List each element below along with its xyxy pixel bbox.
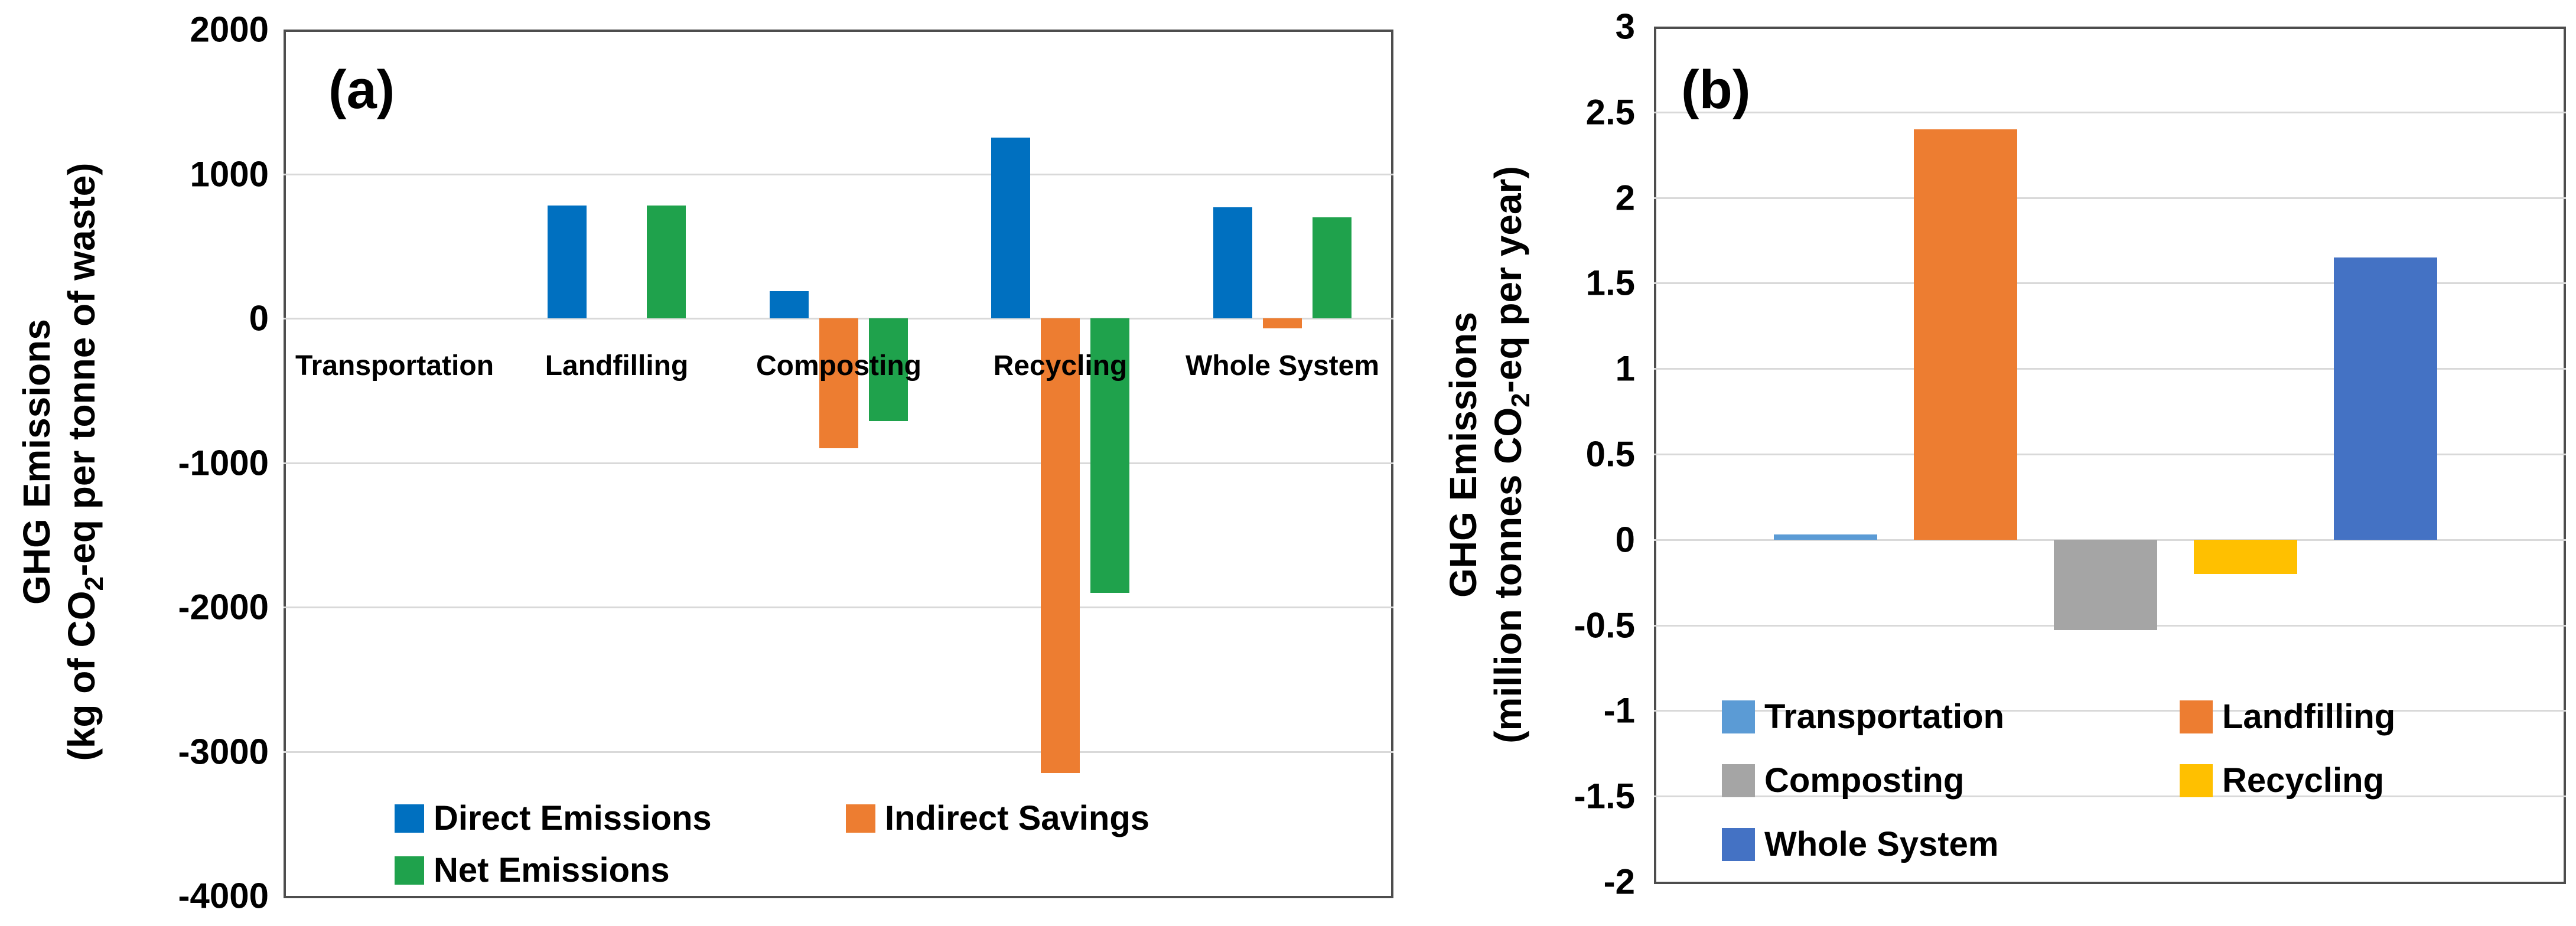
bar-direct-emissions-whole-system	[1213, 207, 1252, 318]
bar-recycling	[2194, 540, 2297, 574]
gridline-1000	[284, 174, 1393, 175]
y-tick-label-1000: 1000	[190, 154, 269, 194]
bar-direct-emissions-recycling	[991, 138, 1030, 318]
y-tick-label--0.5: -0.5	[1574, 605, 1635, 645]
y-tick-label-0.5: 0.5	[1585, 434, 1635, 474]
y-tick-label--4000: -4000	[178, 876, 269, 916]
y-tick-label--2000: -2000	[178, 587, 269, 627]
y-tick-label-0: 0	[249, 298, 269, 338]
gridline--3000	[284, 751, 1393, 753]
legend-item-composting: Composting	[1722, 761, 1964, 800]
y-axis-title-b-line2: (million tonnes CO2-eq per year)	[1486, 166, 1535, 744]
bar-composting	[2054, 540, 2157, 630]
legend-label-indirect-savings: Indirect Savings	[885, 799, 1150, 837]
legend-swatch-whole-system	[1722, 827, 1755, 861]
legend-item-net-emissions: Net Emissions	[395, 850, 670, 890]
bar-direct-emissions-landfilling	[548, 206, 587, 318]
gridline-2.5	[1654, 112, 2566, 113]
gridline--2000	[284, 607, 1393, 608]
bar-landfilling	[1914, 129, 2017, 540]
y-tick-label-2.5: 2.5	[1585, 92, 1635, 132]
y-tick-label-2: 2	[1615, 178, 1635, 218]
y-axis-title-a-line1: GHG Emissions	[15, 319, 58, 605]
bar-transportation	[1774, 534, 1877, 540]
y-tick-label-1.5: 1.5	[1585, 263, 1635, 303]
panel-label-b: (b)	[1681, 60, 1751, 120]
bar-net-emissions-whole-system	[1313, 217, 1351, 318]
category-label-composting: Composting	[756, 350, 921, 382]
bar-net-emissions-landfilling	[647, 206, 686, 318]
y-tick-label-3: 3	[1615, 6, 1635, 47]
bar-indirect-savings-composting	[819, 318, 858, 448]
legend-item-recycling: Recycling	[2180, 761, 2384, 800]
gridline-2	[1654, 197, 2566, 199]
gridline-1	[1654, 368, 2566, 370]
legend-item-direct-emissions: Direct Emissions	[395, 798, 712, 838]
legend-swatch-indirect-savings	[846, 804, 875, 833]
legend-label-recycling: Recycling	[2222, 761, 2384, 800]
legend-label-net-emissions: Net Emissions	[434, 851, 670, 889]
legend-swatch-composting	[1722, 764, 1755, 797]
category-label-transportation: Transportation	[295, 350, 494, 382]
co2-subscript: 2	[1506, 393, 1535, 407]
legend-label-transportation: Transportation	[1764, 697, 2005, 736]
legend-swatch-landfilling	[2180, 700, 2213, 733]
y-tick-label--3000: -3000	[178, 732, 269, 772]
legend-swatch-direct-emissions	[395, 804, 424, 833]
legend-label-landfilling: Landfilling	[2222, 697, 2396, 736]
panel-label-a: (a)	[328, 60, 395, 120]
gridline--1000	[284, 462, 1393, 464]
co2-subscript: 2	[79, 576, 109, 591]
y-tick-label--1: -1	[1603, 690, 1635, 731]
gridline--1	[1654, 710, 2566, 712]
gridline-1.5	[1654, 282, 2566, 284]
legend-item-whole-system: Whole System	[1722, 824, 1998, 864]
category-label-whole-system: Whole System	[1185, 350, 1380, 382]
gridline-0.5	[1654, 454, 2566, 455]
bar-direct-emissions-composting	[770, 291, 809, 318]
category-label-landfilling: Landfilling	[545, 350, 689, 382]
legend-swatch-recycling	[2180, 764, 2213, 797]
y-axis-title-b: GHG Emissions (million tonnes CO2-eq per…	[1441, 166, 1536, 744]
y-axis-title-b-line1: GHG Emissions	[1441, 312, 1484, 598]
category-label-recycling: Recycling	[993, 350, 1128, 382]
y-tick-label-2000: 2000	[190, 9, 269, 50]
bar-whole-system	[2334, 257, 2437, 540]
legend-item-transportation: Transportation	[1722, 697, 2004, 736]
y-tick-label-1: 1	[1615, 348, 1635, 389]
y-tick-label--1.5: -1.5	[1574, 776, 1635, 816]
legend-label-whole-system: Whole System	[1764, 825, 1999, 863]
y-tick-label--2: -2	[1603, 862, 1635, 902]
legend-item-indirect-savings: Indirect Savings	[846, 798, 1149, 838]
legend-label-direct-emissions: Direct Emissions	[434, 799, 712, 837]
y-tick-label-0: 0	[1615, 520, 1635, 560]
bar-net-emissions-composting	[869, 318, 908, 421]
y-axis-title-a: GHG Emissions (kg of CO2-eq per tonne of…	[15, 163, 109, 761]
y-tick-label--1000: -1000	[178, 443, 269, 483]
legend-label-composting: Composting	[1764, 761, 1965, 800]
bar-indirect-savings-whole-system	[1263, 318, 1302, 328]
legend-swatch-transportation	[1722, 700, 1755, 733]
bar-indirect-savings-recycling	[1041, 318, 1080, 773]
y-axis-title-a-line2: (kg of CO2-eq per tonne of waste)	[60, 162, 109, 761]
legend-swatch-net-emissions	[395, 856, 424, 885]
legend-item-landfilling: Landfilling	[2180, 697, 2395, 736]
bar-net-emissions-recycling	[1090, 318, 1129, 593]
gridline--1.5	[1654, 795, 2566, 797]
